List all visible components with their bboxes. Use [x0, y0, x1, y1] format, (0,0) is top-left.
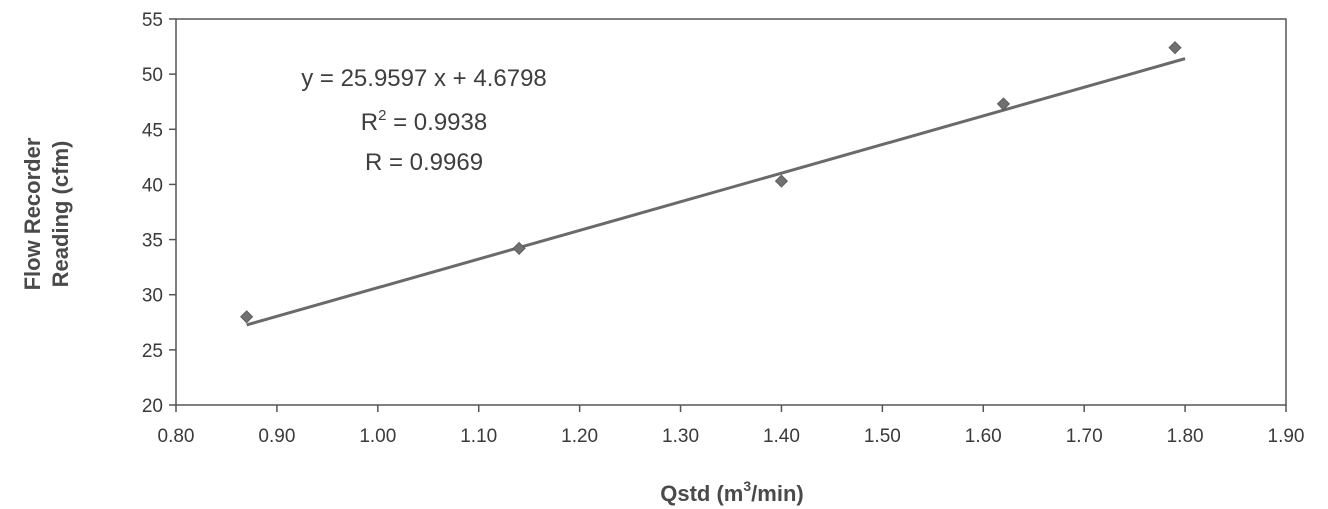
- x-tick-label: 1.70: [1066, 426, 1103, 447]
- x-tick-label: 1.40: [763, 426, 800, 447]
- x-tick-label: 1.60: [965, 426, 1002, 447]
- x-tick-label: 0.80: [158, 426, 195, 447]
- x-tick-label: 1.80: [1167, 426, 1204, 447]
- x-tick-label: 1.20: [561, 426, 598, 447]
- y-tick-label: 40: [142, 175, 163, 196]
- y-axis: 20 25 30 35 40 45 50 55: [142, 10, 176, 417]
- data-point: [512, 241, 526, 255]
- y-axis-title-line1: Flow Recorder: [20, 137, 45, 290]
- x-axis-title: Qstd (m3/min): [660, 478, 803, 506]
- data-points: [240, 41, 1182, 324]
- x-tick-label: 1.10: [460, 426, 497, 447]
- y-tick-label: 35: [142, 231, 163, 252]
- x-tick-label: 1.00: [359, 426, 396, 447]
- x-tick-label: 1.50: [864, 426, 901, 447]
- y-tick-label: 20: [142, 396, 163, 417]
- y-tick-label: 50: [142, 65, 163, 86]
- r-squared-label: R2 = 0.9938: [361, 107, 487, 136]
- x-tick-label: 1.30: [662, 426, 699, 447]
- y-tick-label: 30: [142, 286, 163, 307]
- equation-label: y = 25.9597 x + 4.6798: [301, 65, 547, 92]
- x-tick-label: 0.90: [258, 426, 295, 447]
- trendline: [246, 57, 1186, 327]
- r-label: R = 0.9969: [365, 149, 483, 176]
- data-point: [240, 310, 254, 324]
- data-point: [774, 174, 789, 188]
- x-tick-label: 1.90: [1268, 426, 1305, 447]
- y-tick-label: 45: [142, 120, 163, 141]
- x-axis: 0.80 0.90 1.00 1.10 1.20 1.30 1.40 1.50 1.60 1.70…: [158, 405, 1305, 447]
- y-tick-label: 55: [142, 10, 163, 31]
- y-tick-label: 25: [142, 341, 163, 362]
- data-point: [996, 97, 1011, 111]
- data-point: [1168, 41, 1182, 55]
- y-axis-title-line2: Reading (cfm): [48, 141, 73, 288]
